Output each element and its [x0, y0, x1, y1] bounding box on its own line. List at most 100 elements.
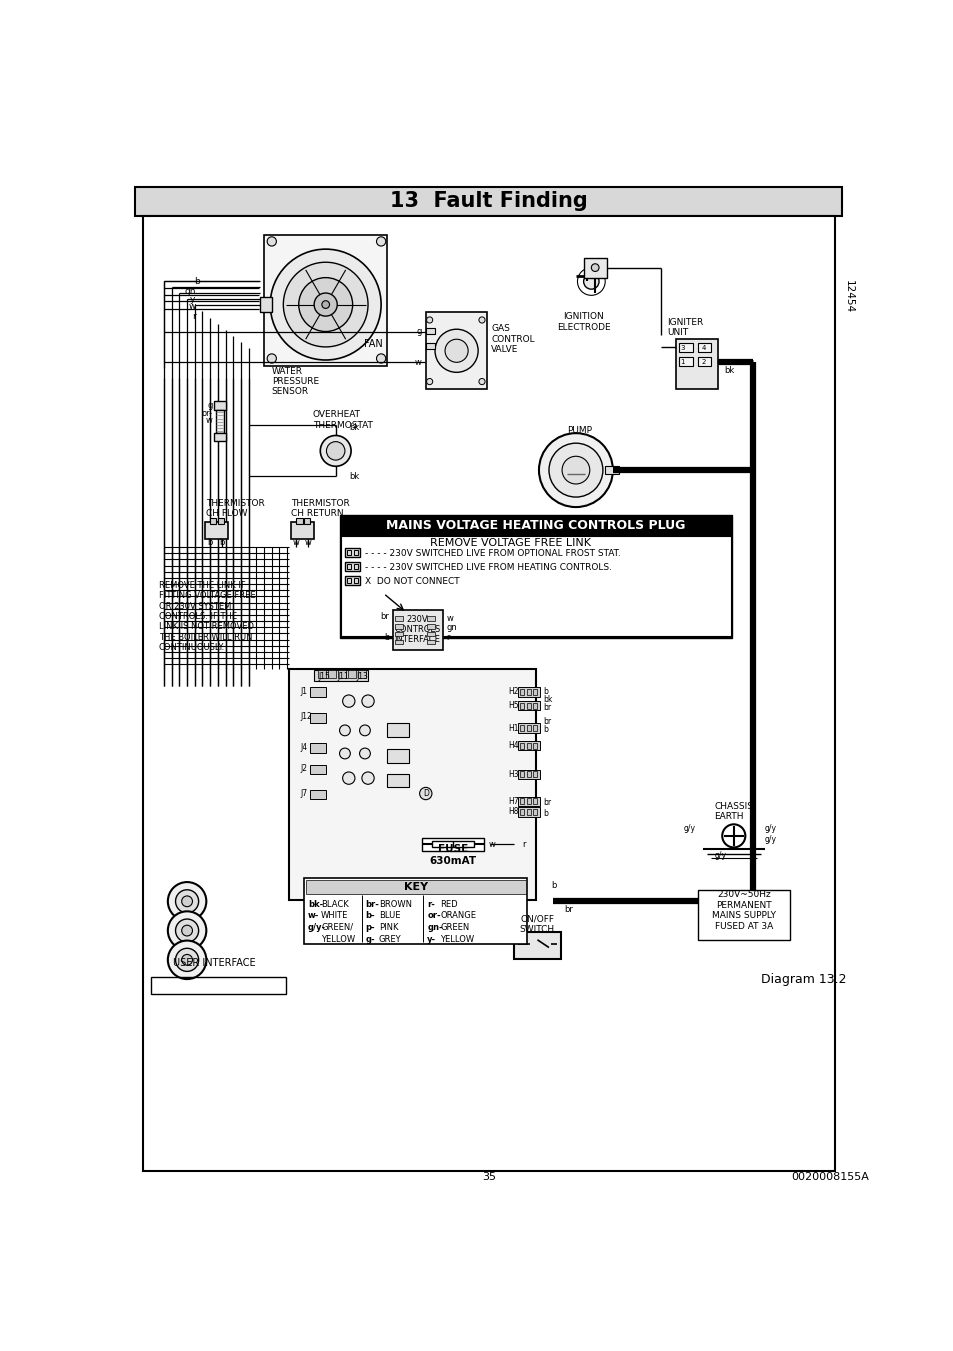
Text: b: b — [543, 688, 548, 696]
Bar — [213, 434, 225, 440]
Bar — [345, 576, 360, 585]
Bar — [213, 401, 225, 411]
Text: 12454: 12454 — [842, 280, 853, 313]
Text: GAS
CONTROL
VALVE: GAS CONTROL VALVE — [491, 324, 535, 354]
Text: w: w — [293, 538, 299, 547]
Text: b: b — [194, 277, 200, 286]
Text: H7: H7 — [508, 797, 518, 805]
Text: YELLOW: YELLOW — [321, 935, 355, 943]
Text: r-: r- — [427, 900, 435, 909]
Circle shape — [175, 919, 198, 942]
Text: H5: H5 — [508, 701, 518, 711]
Text: y-: y- — [427, 935, 436, 943]
Bar — [533, 689, 537, 694]
Bar — [305, 880, 525, 893]
Circle shape — [298, 277, 353, 331]
Text: MAINS VOLTAGE HEATING CONTROLS PLUG: MAINS VOLTAGE HEATING CONTROLS PLUG — [386, 519, 685, 532]
Circle shape — [339, 748, 350, 759]
Text: br: br — [563, 905, 572, 913]
Text: THERMISTOR
CH RETURN: THERMISTOR CH RETURN — [291, 499, 350, 519]
Text: H3: H3 — [508, 770, 518, 778]
Bar — [526, 809, 530, 815]
Bar — [310, 713, 325, 723]
Circle shape — [561, 457, 589, 484]
Text: PUMP: PUMP — [567, 427, 592, 435]
Text: J7: J7 — [300, 789, 307, 798]
Text: BLACK: BLACK — [321, 900, 349, 909]
Text: J13: J13 — [356, 671, 368, 681]
Text: H4: H4 — [508, 742, 518, 750]
Bar — [520, 798, 524, 804]
Circle shape — [444, 339, 468, 362]
Bar — [427, 624, 435, 628]
Circle shape — [361, 771, 374, 785]
Bar — [427, 616, 435, 621]
Text: YELLOW: YELLOW — [440, 935, 474, 943]
Text: BROWN: BROWN — [378, 900, 412, 909]
Text: PINK: PINK — [378, 923, 398, 932]
Circle shape — [267, 354, 276, 363]
Bar — [517, 723, 539, 732]
Text: g/y: g/y — [763, 824, 776, 832]
Text: w: w — [206, 416, 213, 426]
Circle shape — [359, 748, 370, 759]
Bar — [533, 703, 537, 709]
Circle shape — [359, 725, 370, 736]
Text: 230V~50Hz
PERMANENT
MAINS SUPPLY
FUSED AT 3A: 230V~50Hz PERMANENT MAINS SUPPLY FUSED A… — [711, 890, 775, 931]
Bar — [347, 578, 351, 582]
Text: b: b — [551, 881, 557, 890]
Text: BLUE: BLUE — [378, 912, 400, 920]
Text: J12: J12 — [300, 712, 312, 721]
Text: g/y: g/y — [763, 835, 776, 844]
Text: J15: J15 — [317, 671, 330, 681]
Bar — [421, 838, 483, 851]
Circle shape — [283, 262, 368, 347]
Bar — [425, 343, 435, 349]
Text: H8: H8 — [508, 808, 518, 816]
Bar — [354, 565, 357, 569]
Bar — [345, 549, 360, 557]
Bar — [291, 523, 314, 539]
Bar — [526, 743, 530, 748]
Text: bk-: bk- — [308, 900, 323, 909]
Text: X  DO NOT CONNECT: X DO NOT CONNECT — [365, 577, 459, 585]
Bar — [425, 328, 435, 334]
Circle shape — [426, 317, 433, 323]
Circle shape — [583, 274, 598, 289]
Text: J2: J2 — [300, 765, 307, 773]
Circle shape — [548, 443, 602, 497]
Text: J4: J4 — [300, 743, 307, 751]
Text: br: br — [380, 612, 389, 621]
Text: r: r — [192, 312, 195, 320]
Bar — [697, 343, 711, 353]
Bar — [317, 670, 325, 678]
Bar — [517, 688, 539, 697]
Text: IGNITION
ELECTRODE: IGNITION ELECTRODE — [557, 312, 610, 331]
Bar — [337, 670, 345, 678]
Text: THERMISTOR
CH FLOW: THERMISTOR CH FLOW — [206, 499, 265, 519]
Bar — [697, 890, 789, 940]
Bar — [520, 809, 524, 815]
Circle shape — [478, 378, 484, 385]
Bar — [310, 688, 325, 697]
Text: D: D — [422, 789, 428, 798]
Circle shape — [376, 354, 385, 363]
Bar — [341, 536, 730, 636]
Text: GREEN/: GREEN/ — [321, 923, 353, 932]
Text: 4: 4 — [700, 345, 705, 351]
Text: r: r — [446, 632, 450, 642]
Text: J11: J11 — [336, 671, 349, 681]
Bar — [260, 297, 272, 312]
Bar — [514, 932, 560, 959]
Bar — [697, 357, 711, 366]
Bar — [676, 339, 718, 389]
Bar — [387, 748, 409, 763]
Bar — [296, 517, 302, 524]
Circle shape — [435, 330, 477, 373]
Bar — [432, 842, 473, 847]
Text: RED: RED — [440, 900, 457, 909]
Text: FUSE
630mAT: FUSE 630mAT — [429, 844, 476, 866]
Bar — [395, 632, 402, 636]
Bar — [387, 774, 409, 786]
Bar — [328, 670, 335, 678]
